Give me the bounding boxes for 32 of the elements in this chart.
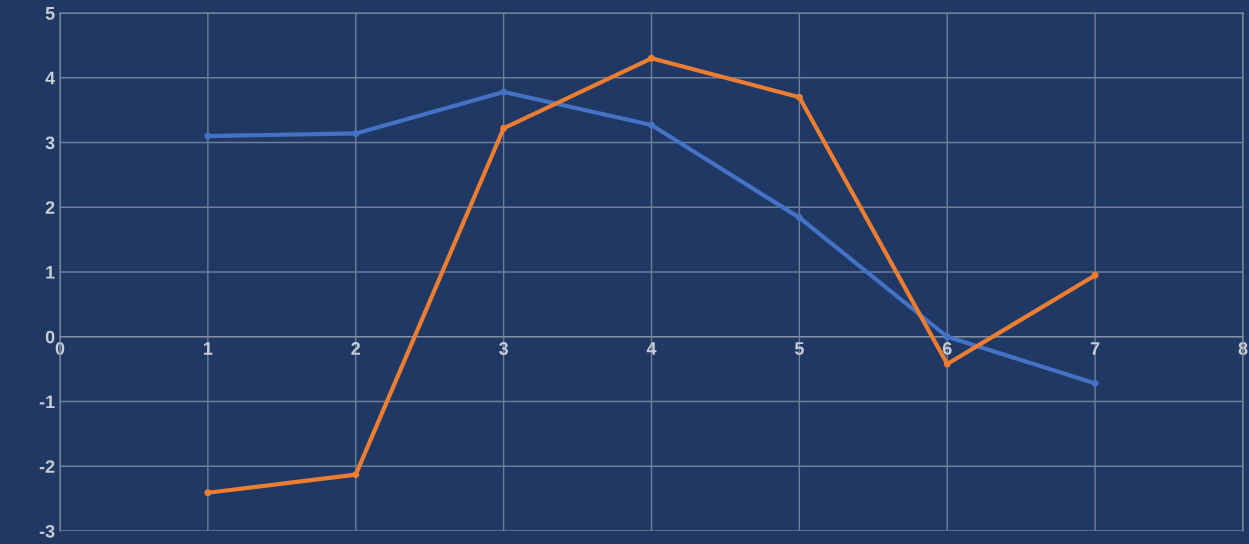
y-tick-label: 4 (45, 71, 56, 85)
point (500, 88, 508, 96)
point (795, 93, 803, 101)
x-tick-label: 1 (203, 342, 213, 355)
point (795, 214, 803, 222)
x-tick-label: 5 (794, 342, 804, 355)
point (648, 54, 655, 62)
point (204, 132, 212, 140)
point (352, 129, 360, 137)
x-tick-label: 2 (351, 342, 361, 355)
x-tick-label: 7 (1090, 342, 1100, 355)
point (943, 333, 951, 341)
point (352, 471, 360, 479)
y-tick-label: 5 (45, 7, 55, 20)
x-tick-label: 8 (1238, 342, 1248, 355)
point (648, 121, 655, 129)
x-tick-label: 4 (646, 342, 657, 355)
point (500, 124, 508, 132)
point (943, 360, 951, 368)
point (204, 489, 212, 497)
y-tick-label: 0 (45, 330, 55, 344)
x-tick-label: 0 (55, 342, 65, 355)
x-tick-label: 3 (499, 342, 508, 355)
y-tick-label: 3 (45, 136, 55, 150)
point (1091, 379, 1099, 387)
point (1091, 271, 1099, 279)
y-tick-label: 1 (46, 266, 55, 279)
y-tick-label: -3 (39, 524, 55, 538)
x-tick-label: 6 (942, 342, 952, 355)
y-tick-label: -1 (39, 395, 55, 409)
y-tick-label: 2 (45, 201, 55, 214)
y-tick-label: -2 (39, 460, 55, 473)
